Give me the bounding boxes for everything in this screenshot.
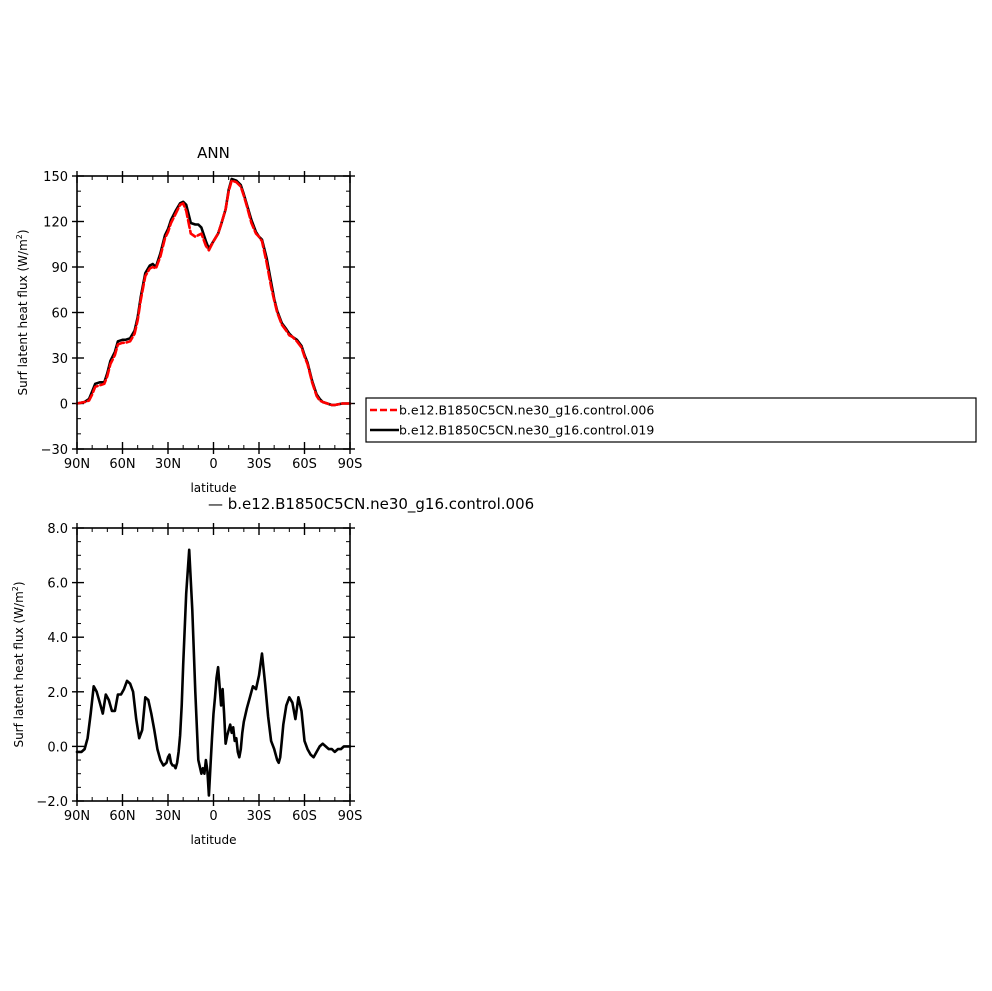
legend: b.e12.B1850C5CN.ne30_g16.control.006 b.e… [365,397,977,443]
bottom-x-tick-label: 60S [292,809,317,824]
bottom-y-axis-title-main: Surf latent heat flux (W/m [12,591,26,747]
bottom-panel-x-tick-labels: 90N 60N 30N 0 30S 60S 90S [64,809,363,824]
top-x-tick-label: 90S [338,457,363,472]
legend-box [365,397,977,443]
bottom-panel-series [75,548,352,797]
top-panel-ticks [72,171,355,454]
top-panel-series [75,177,352,407]
bottom-x-tick-label: 30N [155,809,181,824]
top-y-axis-title: Surf latent heat flux (W/m2) [15,229,30,395]
bottom-panel-title: — b.e12.B1850C5CN.ne30_g16.control.006 [208,495,534,514]
top-panel-title: ANN [197,144,230,162]
bottom-y-tick-label: 0.0 [47,740,68,755]
top-x-tick-label: 60S [292,457,317,472]
legend-label-control-006: b.e12.B1850C5CN.ne30_g16.control.006 [399,403,654,418]
top-series-line-0 [75,179,352,407]
top-y-tick-label: 120 [43,216,68,231]
top-x-tick-label: 30N [155,457,181,472]
bottom-y-axis-title-sup: 2 [11,586,20,591]
top-y-tick-label: 30 [51,352,68,367]
top-x-tick-label: 60N [109,457,135,472]
bottom-x-tick-label: 0 [209,809,217,824]
bottom-y-tick-label: −2.0 [36,795,68,810]
top-x-tick-label: 90N [64,457,90,472]
bottom-series-line-0 [75,548,352,797]
bottom-x-axis-title: latitude [190,833,236,847]
bottom-panel-y-tick-labels: −2.0 0.0 2.0 4.0 6.0 8.0 [36,522,68,810]
bottom-panel: — b.e12.B1850C5CN.ne30_g16.control.006 9… [11,495,534,847]
top-panel-y-tick-labels: −30 0 30 60 90 120 150 [41,170,68,458]
bottom-plot-frame [76,527,351,802]
bottom-panel-ticks [72,523,355,806]
top-plot-frame [76,175,351,450]
bottom-y-axis-title: Surf latent heat flux (W/m2) [11,581,26,747]
bottom-y-tick-label: 4.0 [47,631,68,646]
top-y-axis-title-sup: 2 [15,234,24,239]
bottom-y-tick-label: 6.0 [47,577,68,592]
top-y-axis-title-main: Surf latent heat flux (W/m [16,239,30,395]
top-x-tick-label: 30S [247,457,272,472]
top-panel-x-tick-labels: 90N 60N 30N 0 30S 60S 90S [64,457,363,472]
bottom-x-tick-label: 30S [247,809,272,824]
top-x-axis-title: latitude [190,481,236,495]
top-y-axis-title-close: ) [16,229,30,234]
bottom-x-tick-label: 60N [109,809,135,824]
bottom-y-axis-title-close: ) [12,581,26,586]
top-panel: ANN 90N 60N 30N 0 30S 60S 90S −30 0 30 60 90 120 150… [15,144,362,495]
legend-label-control-019: b.e12.B1850C5CN.ne30_g16.control.019 [399,423,654,438]
top-y-tick-label: 60 [51,307,68,322]
top-y-tick-label: 0 [60,398,68,413]
top-x-tick-label: 0 [209,457,217,472]
bottom-y-tick-label: 2.0 [47,686,68,701]
top-y-tick-label: 150 [43,170,68,185]
bottom-x-tick-label: 90N [64,809,90,824]
bottom-y-tick-label: 8.0 [47,522,68,537]
top-y-tick-label: −30 [41,443,68,458]
top-y-tick-label: 90 [51,261,68,276]
bottom-x-tick-label: 90S [338,809,363,824]
